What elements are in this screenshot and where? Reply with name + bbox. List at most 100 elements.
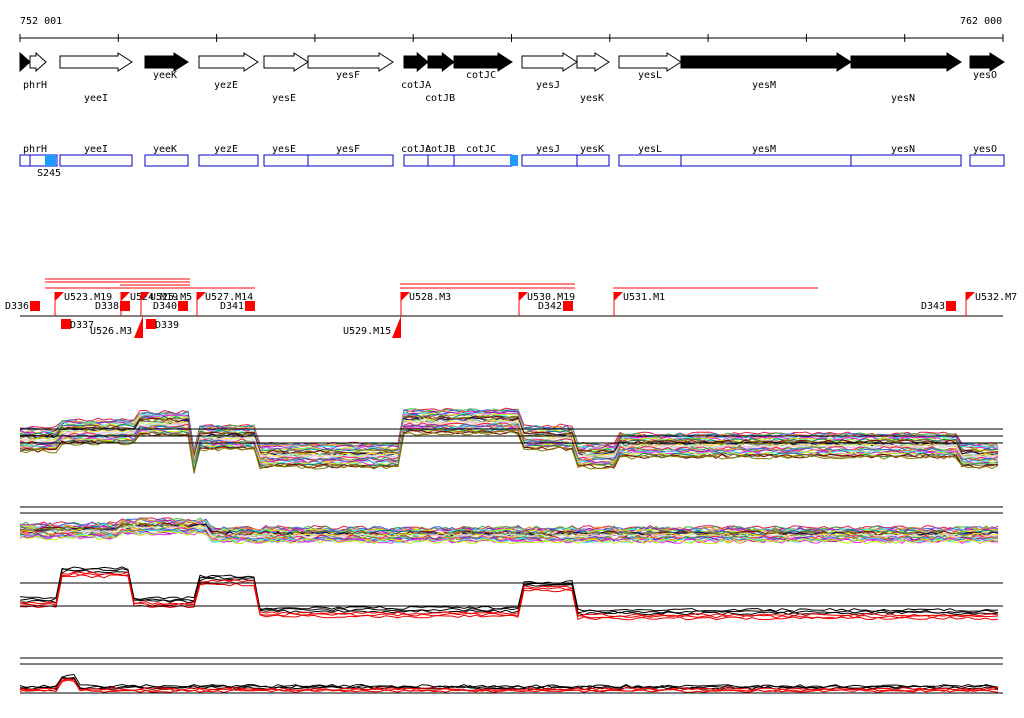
- gene-arrow-phrH: phrH: [19, 51, 47, 91]
- cds-label: yeeK: [153, 144, 177, 155]
- cds-box-yesK: yesK: [576, 144, 610, 167]
- cds-box-rect: [198, 154, 259, 167]
- gene-arrow-yesN: yesN: [850, 52, 962, 104]
- s-site-label: S245: [37, 168, 61, 179]
- expression-profile-line: [19, 520, 999, 535]
- downshift-label: D336: [5, 301, 29, 312]
- gene-arrow-shape: [144, 52, 189, 72]
- cds-label: cotJC: [466, 144, 496, 155]
- gene-label: yesF: [336, 70, 360, 81]
- upshift-label: U525.M5: [150, 292, 192, 303]
- downshift-D343: D343: [921, 301, 956, 312]
- site-highlight: [510, 155, 518, 166]
- upshift-flag: [197, 292, 206, 301]
- downshift-label: D342: [538, 301, 562, 312]
- cds-box-phrH: phrH: [19, 144, 58, 167]
- expression-profile-line: [19, 429, 999, 473]
- gene-label: yesO: [973, 70, 997, 81]
- downshift-D337: D337: [61, 319, 94, 331]
- upshift-flag: [966, 292, 975, 301]
- cds-label: cotJB: [425, 144, 455, 155]
- upshift-flag: [519, 292, 528, 301]
- gene-label: yesK: [580, 93, 604, 104]
- cds-box-rect: [453, 154, 513, 167]
- gene-arrow-shape: [19, 51, 31, 73]
- gene-arrow-yeeI: yeeI: [59, 52, 133, 104]
- downshift-marker: [563, 301, 573, 311]
- upshift-U527.M14: U527.M14: [196, 292, 253, 316]
- cds-box-yesF: yesF: [307, 144, 394, 167]
- cds-box-rect: [403, 154, 429, 167]
- gene-arrow-shape: [59, 52, 133, 72]
- gene-arrow-shape: [263, 52, 309, 72]
- cds-label: yeeI: [84, 144, 108, 155]
- gene-arrow-shape: [576, 52, 610, 72]
- upshift-U528.M3: U528.M3: [400, 292, 451, 316]
- gene-label: cotJC: [466, 70, 496, 81]
- expression-profile-line: [19, 569, 999, 616]
- cds-box-rect: [618, 154, 682, 167]
- cds-box-yezE: yezE: [198, 144, 259, 167]
- s-site-highlight: [45, 155, 56, 166]
- gene-arrow-yesF: yesF: [307, 52, 394, 81]
- downshift-marker: [146, 319, 156, 329]
- gene-arrow-yesM: yesM: [680, 52, 852, 91]
- downshift-marker: [30, 301, 40, 311]
- upshift-label: U529.M15: [343, 326, 391, 337]
- gene-label: yesM: [752, 80, 776, 91]
- gene-label: yesN: [891, 93, 915, 104]
- gene-label: cotJB: [425, 93, 455, 104]
- gene-label: yeeK: [153, 70, 177, 81]
- gene-label: phrH: [23, 80, 47, 91]
- downshift-marker: [120, 301, 130, 311]
- upshift-label: U524.M19: [130, 292, 178, 303]
- upshift-U523.M19: U523.M19: [54, 292, 112, 316]
- cds-box-rect: [59, 154, 133, 167]
- cds-box-rect: [144, 154, 189, 167]
- gene-label: yesL: [638, 70, 662, 81]
- cds-box-cotJB: cotJB: [425, 144, 455, 167]
- position-ruler: 752 001 762 000: [19, 16, 1004, 42]
- gene-arrow-shape: [29, 51, 47, 73]
- gene-arrow-shape: [427, 51, 455, 73]
- gene-arrow-cotJB: cotJB: [425, 51, 455, 104]
- ruler-ticks: [19, 34, 1004, 42]
- downshift-label: D339: [155, 320, 179, 331]
- downshift-D336: D336: [5, 301, 40, 312]
- downshift-D341: D341: [220, 301, 255, 312]
- expression-profile-line: [19, 679, 999, 694]
- downshift-marker: [245, 301, 255, 311]
- cds-box-rect: [263, 154, 309, 167]
- cds-box-yesL: yesL: [618, 144, 682, 167]
- gene-arrow-yesK: yesK: [576, 52, 610, 104]
- expression-profile-line: [19, 566, 999, 612]
- expression-profile-line: [19, 530, 999, 545]
- downshift-label: D337: [70, 320, 94, 331]
- upshift-label: U531.M1: [623, 292, 665, 303]
- upshift-label: U527.M14: [205, 292, 253, 303]
- gene-arrow-cotJA: cotJA: [401, 51, 431, 91]
- cds-box-yeeI: yeeI: [59, 144, 133, 167]
- downshift-D339: D339: [146, 319, 179, 331]
- cds-label: yesL: [638, 144, 662, 155]
- cds-label: yesF: [336, 144, 360, 155]
- cds-box-yeeK: yeeK: [144, 144, 189, 167]
- cds-label: yesN: [891, 144, 915, 155]
- cds-label: yesE: [272, 144, 296, 155]
- gene-label: yesJ: [536, 80, 560, 91]
- gene-label: yezE: [214, 80, 238, 91]
- cds-box-rect: [576, 154, 610, 167]
- cds-label: yesO: [973, 144, 997, 155]
- upshift-flag: [392, 316, 401, 338]
- gene-arrow-yesE: yesE: [263, 52, 309, 104]
- gene-arrow-cotJC: cotJC: [453, 52, 513, 81]
- expression-profile-line: [19, 412, 999, 454]
- gene-arrow-yezE: yezE: [198, 52, 259, 91]
- cds-label: yesK: [580, 144, 604, 155]
- upshift-U531.M1: U531.M1: [613, 292, 665, 316]
- cds-box-rect: [19, 154, 58, 167]
- cds-box-yesM: yesM: [680, 144, 852, 167]
- expression-profile-line: [19, 517, 999, 532]
- gene-label: yesE: [272, 93, 296, 104]
